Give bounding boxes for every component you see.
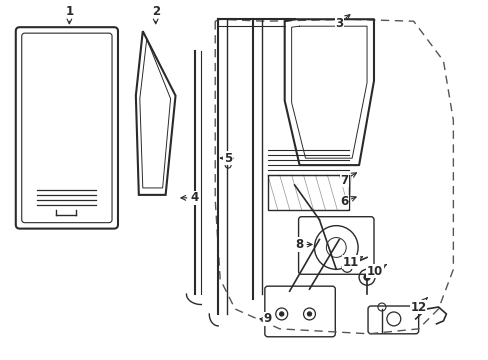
Text: 11: 11 — [343, 256, 362, 269]
Text: 5: 5 — [220, 152, 232, 165]
Text: 2: 2 — [151, 5, 160, 24]
Text: 8: 8 — [295, 238, 311, 251]
FancyBboxPatch shape — [16, 27, 118, 229]
Text: 7: 7 — [340, 173, 356, 186]
Circle shape — [307, 312, 311, 316]
Text: 10: 10 — [366, 265, 386, 278]
Text: 9: 9 — [260, 312, 271, 325]
FancyBboxPatch shape — [367, 306, 418, 334]
Text: 1: 1 — [65, 5, 73, 24]
Text: 12: 12 — [410, 298, 427, 314]
Text: 4: 4 — [181, 192, 198, 204]
Bar — [267, 175, 348, 210]
Circle shape — [364, 274, 369, 280]
Text: 3: 3 — [334, 15, 349, 30]
FancyBboxPatch shape — [264, 286, 335, 337]
FancyBboxPatch shape — [298, 217, 373, 274]
Circle shape — [279, 312, 283, 316]
Text: 6: 6 — [340, 195, 355, 208]
